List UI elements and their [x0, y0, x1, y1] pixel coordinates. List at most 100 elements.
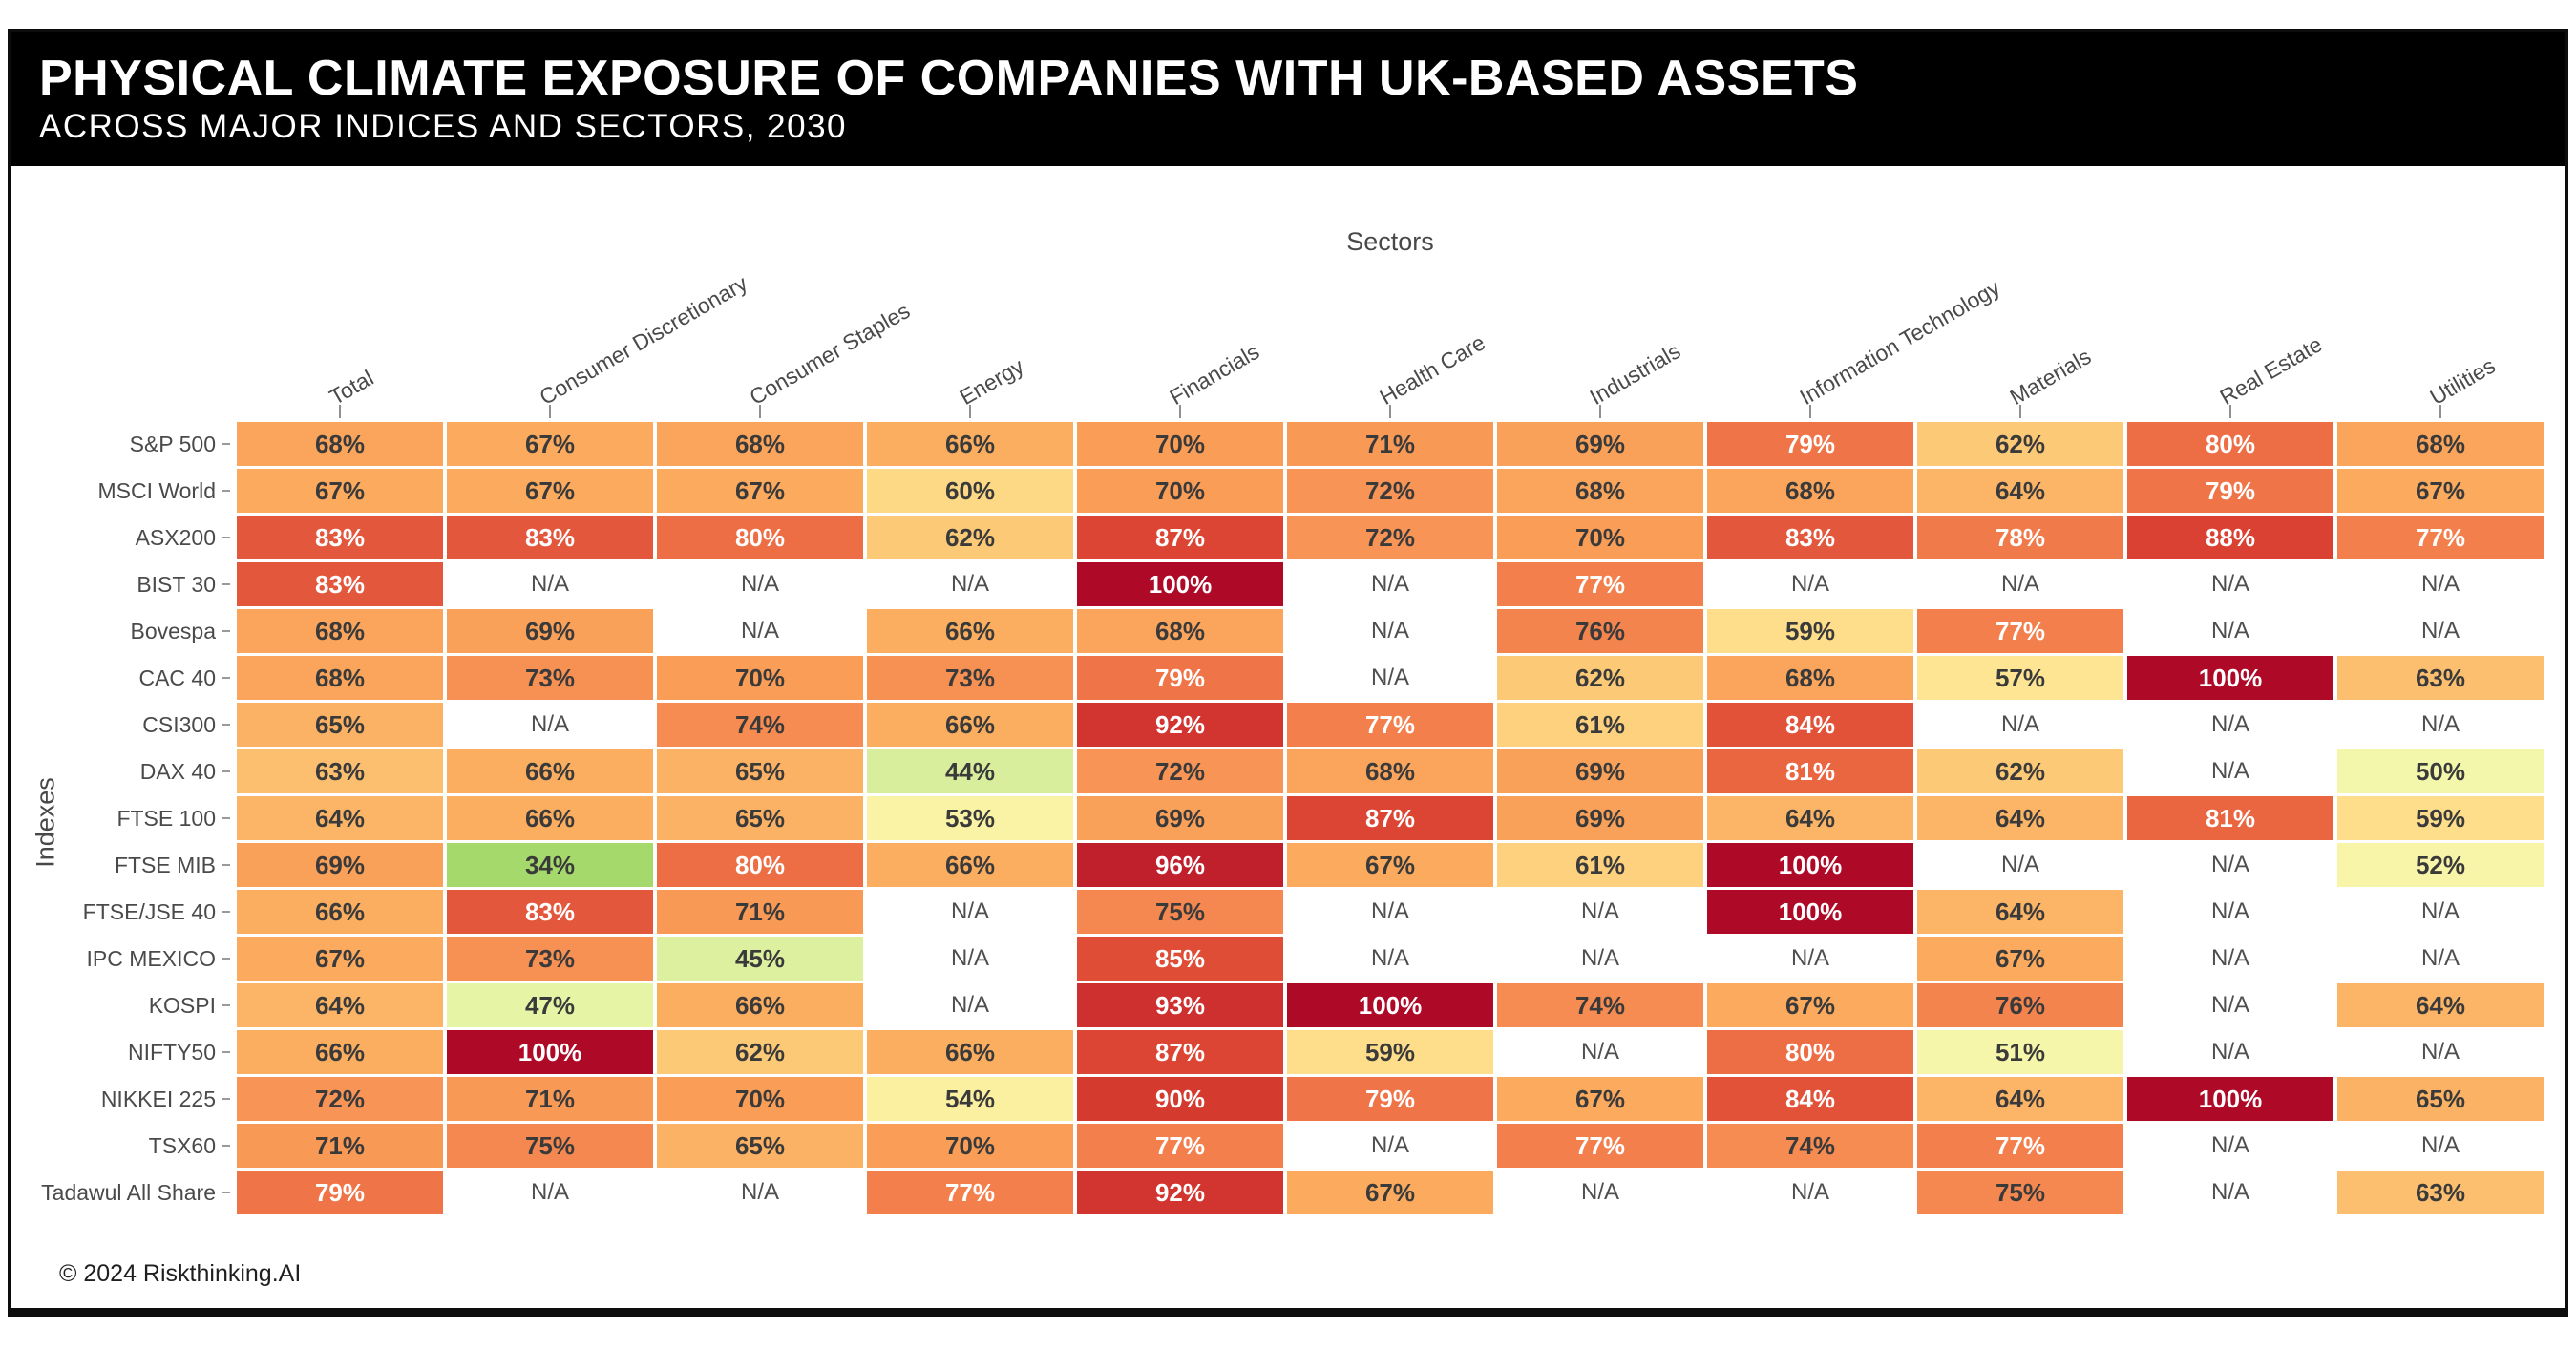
heatmap-cell: 68%	[237, 422, 443, 466]
heatmap-cell: 73%	[447, 937, 653, 981]
column-tick	[969, 405, 971, 418]
heatmap-cell: N/A	[1917, 562, 2123, 606]
heatmap-cell: 65%	[2337, 1077, 2544, 1121]
heatmap-cell: N/A	[867, 937, 1073, 981]
heatmap-cell: 73%	[867, 656, 1073, 700]
row-label: MSCI World	[97, 478, 216, 503]
page-subtitle: ACROSS MAJOR INDICES AND SECTORS, 2030	[39, 108, 848, 146]
heatmap-cell: 80%	[657, 516, 863, 559]
heatmap-cell: N/A	[2127, 1030, 2333, 1074]
column-tick	[339, 405, 341, 418]
heatmap-cell: 79%	[237, 1171, 443, 1214]
column-tick	[2019, 405, 2021, 418]
heatmap-cell: N/A	[1707, 562, 1913, 606]
heatmap-cell: 80%	[1707, 1030, 1913, 1074]
heatmap-cell: 83%	[237, 562, 443, 606]
heatmap-cell: 83%	[237, 516, 443, 559]
heatmap-cell: 57%	[1917, 656, 2123, 700]
heatmap-cell: 60%	[867, 469, 1073, 513]
heatmap-cell: N/A	[1497, 890, 1703, 934]
heatmap-cell: 74%	[657, 703, 863, 747]
heatmap-cell: N/A	[2127, 890, 2333, 934]
heatmap-cell: N/A	[1287, 890, 1493, 934]
heatmap-cell: 68%	[657, 422, 863, 466]
heatmap-cell: N/A	[1287, 937, 1493, 981]
heatmap-cell: N/A	[447, 1171, 653, 1214]
heatmap-cell: 100%	[1287, 983, 1493, 1027]
heatmap-cell: 34%	[447, 843, 653, 887]
heatmap-cell: N/A	[1707, 937, 1913, 981]
heatmap-cell: 87%	[1077, 516, 1283, 559]
heatmap-cell: N/A	[2127, 1124, 2333, 1168]
heatmap-cell: 69%	[237, 843, 443, 887]
row-label: KOSPI	[148, 993, 216, 1018]
heatmap-cell: 50%	[2337, 749, 2544, 793]
row-tick	[222, 817, 230, 819]
heatmap-cell: N/A	[447, 703, 653, 747]
heatmap-cell: N/A	[2127, 983, 2333, 1027]
heatmap-cell: 84%	[1707, 703, 1913, 747]
column-tick	[1389, 405, 1391, 418]
heatmap-cell: 64%	[1917, 1077, 2123, 1121]
heatmap-cell: N/A	[2337, 1124, 2544, 1168]
heatmap-cell: 65%	[657, 796, 863, 840]
heatmap-cell: N/A	[1287, 609, 1493, 653]
heatmap-cell: N/A	[2337, 609, 2544, 653]
row-tick	[222, 864, 230, 866]
column-header-label: Total	[325, 365, 378, 411]
heatmap-cell: 63%	[2337, 1171, 2544, 1214]
heatmap-cell: 68%	[237, 609, 443, 653]
heatmap-cell: 68%	[2337, 422, 2544, 466]
heatmap-cell: 72%	[1077, 749, 1283, 793]
row-label: NIKKEI 225	[100, 1086, 216, 1111]
heatmap-cell: 80%	[2127, 422, 2333, 466]
heatmap-cell: 47%	[447, 983, 653, 1027]
heatmap-cell: 66%	[237, 1030, 443, 1074]
heatmap-cell: 77%	[1497, 562, 1703, 606]
heatmap-cell: N/A	[2337, 937, 2544, 981]
heatmap-cell: N/A	[1497, 1171, 1703, 1214]
heatmap-cell: 100%	[2127, 656, 2333, 700]
heatmap-cell: 59%	[1287, 1030, 1493, 1074]
column-header-label: Energy	[955, 353, 1028, 411]
heatmap-cell: 64%	[237, 983, 443, 1027]
heatmap-cell: 70%	[1077, 469, 1283, 513]
heatmap-cell: 70%	[657, 656, 863, 700]
heatmap-cell: 72%	[237, 1077, 443, 1121]
row-tick	[222, 1051, 230, 1053]
heatmap-cell: 67%	[1497, 1077, 1703, 1121]
heatmap-cell: 68%	[1077, 609, 1283, 653]
heatmap-cell: N/A	[2337, 703, 2544, 747]
heatmap-cell: N/A	[2127, 843, 2333, 887]
heatmap-cell: 100%	[447, 1030, 653, 1074]
heatmap-cell: 72%	[1287, 516, 1493, 559]
heatmap-cell: 90%	[1077, 1077, 1283, 1121]
heatmap-cell: 73%	[447, 656, 653, 700]
row-label: CSI300	[142, 712, 216, 737]
row-tick	[222, 958, 230, 960]
heatmap-cell: 85%	[1077, 937, 1283, 981]
heatmap-cell: 66%	[867, 843, 1073, 887]
heatmap-cell: 93%	[1077, 983, 1283, 1027]
heatmap-cell: 75%	[447, 1124, 653, 1168]
heatmap-cell: 80%	[657, 843, 863, 887]
row-label: Bovespa	[130, 619, 216, 643]
heatmap-cell: 69%	[1497, 796, 1703, 840]
heatmap-cell: 74%	[1497, 983, 1703, 1027]
heatmap-cell: 77%	[867, 1171, 1073, 1214]
heatmap-cell: N/A	[1917, 703, 2123, 747]
heatmap-cell: N/A	[2127, 562, 2333, 606]
heatmap-cell: 71%	[447, 1077, 653, 1121]
column-tick	[2439, 405, 2441, 418]
heatmap-cell: 62%	[1497, 656, 1703, 700]
heatmap-cell: 69%	[447, 609, 653, 653]
heatmap-cell: 63%	[2337, 656, 2544, 700]
heatmap-cell: 77%	[2337, 516, 2544, 559]
heatmap-cell: 100%	[1707, 890, 1913, 934]
column-header-label: Financials	[1165, 338, 1264, 411]
heatmap-cell: 79%	[1707, 422, 1913, 466]
heatmap-cell: 72%	[1287, 469, 1493, 513]
heatmap-cell: 66%	[657, 983, 863, 1027]
column-header-label: Utilities	[2425, 352, 2500, 411]
heatmap-cell: 64%	[237, 796, 443, 840]
